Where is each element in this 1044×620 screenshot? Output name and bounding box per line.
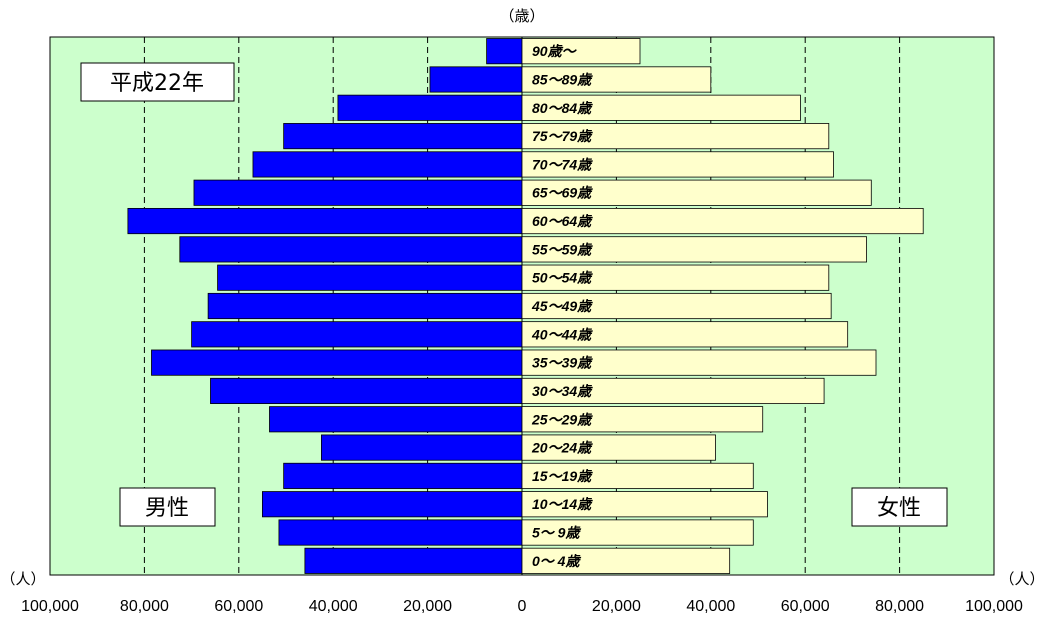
age-group-label: 45～49歳: [531, 298, 593, 314]
female-label-box: 女性: [851, 487, 948, 527]
age-group-label: 55～59歳: [532, 241, 593, 257]
bar-female: [521, 179, 872, 206]
bar-female: [521, 264, 830, 291]
age-group-labels: 0～ 4歳 5～ 9歳 10～14歳 15～19歳 20～24歳 25～29歳 30～34歳…: [531, 43, 593, 569]
x-tick-label: 40,000: [309, 598, 358, 615]
bar-male: [278, 519, 523, 546]
bar-female: [521, 519, 754, 546]
bar-female: [521, 349, 877, 376]
title-box: 平成22年: [80, 62, 235, 102]
bar-male: [210, 377, 523, 405]
bar-male: [217, 264, 523, 291]
bar-male: [320, 434, 523, 461]
bar-male: [179, 236, 523, 263]
bar-female: [521, 434, 716, 461]
bar-male: [337, 94, 523, 121]
bar-male: [127, 207, 523, 235]
x-tick-label: 100,000: [21, 598, 79, 615]
age-group-label: 35～39歳: [532, 355, 593, 371]
x-axis-unit-label-left: （人）: [0, 570, 45, 588]
female-bars: [521, 38, 924, 574]
bar-female: [521, 123, 830, 150]
bar-female: [521, 547, 731, 574]
x-tick-label: 60,000: [214, 598, 263, 615]
age-group-label: 30～34歳: [532, 383, 593, 399]
bar-male: [269, 406, 523, 433]
age-group-label: 90歳～: [532, 43, 578, 59]
x-tick-label: 20,000: [592, 598, 641, 615]
bar-male: [283, 462, 523, 489]
bar-male: [429, 66, 523, 93]
bar-male: [304, 547, 523, 574]
bar-female: [521, 207, 924, 235]
age-group-label: 60～64歳: [532, 213, 593, 229]
x-axis-tick-labels: 100,000 80,000 60,000 40,000 20,000 0 20,000 40…: [21, 598, 1023, 615]
age-group-label: 70～74歳: [532, 156, 593, 172]
bar-female: [521, 491, 768, 518]
age-group-label: 50～54歳: [532, 270, 593, 286]
bar-female: [521, 406, 764, 433]
male-bars: [127, 38, 523, 574]
bar-female: [521, 321, 849, 348]
x-tick-label: 100,000: [965, 598, 1023, 615]
age-group-label: 40～44歳: [531, 326, 593, 342]
chart-title: 平成22年: [110, 71, 204, 96]
bar-female: [521, 236, 867, 263]
age-group-label: 85～89歳: [532, 71, 593, 87]
age-group-label: 65～69歳: [532, 185, 593, 201]
male-label: 男性: [145, 496, 189, 521]
bar-male: [252, 151, 523, 178]
x-axis-unit-label-right: （人）: [999, 570, 1044, 588]
age-group-label: 5～ 9歳: [532, 525, 581, 541]
x-tick-label: 80,000: [875, 598, 924, 615]
x-tick-label: 20,000: [403, 598, 452, 615]
age-group-label: 20～24歳: [531, 440, 593, 456]
bar-male: [283, 123, 523, 150]
age-group-label: 0～ 4歳: [532, 553, 581, 569]
x-tick-label: 0: [518, 598, 527, 615]
bar-female: [521, 66, 712, 93]
bar-female: [521, 377, 825, 405]
bar-female: [521, 94, 801, 121]
age-group-label: 15～19歳: [532, 468, 593, 484]
age-group-label: 75～79歳: [532, 128, 593, 144]
bar-male: [207, 292, 523, 320]
male-label-box: 男性: [119, 487, 216, 527]
bar-female: [521, 462, 754, 489]
y-axis-unit-label: （歳）: [499, 7, 544, 25]
bar-female: [521, 151, 834, 178]
x-tick-label: 60,000: [781, 598, 830, 615]
bar-female: [521, 292, 832, 320]
bar-male: [193, 179, 523, 206]
x-tick-label: 40,000: [686, 598, 735, 615]
bar-male: [486, 38, 523, 65]
bar-male: [151, 349, 523, 376]
bar-male: [261, 491, 523, 518]
age-group-label: 25～29歳: [531, 411, 593, 427]
age-group-label: 80～84歳: [532, 100, 593, 116]
age-group-label: 10～14歳: [532, 496, 593, 512]
bar-male: [191, 321, 523, 348]
bar-female: [521, 38, 641, 65]
x-tick-label: 80,000: [120, 598, 169, 615]
female-label: 女性: [877, 496, 921, 521]
